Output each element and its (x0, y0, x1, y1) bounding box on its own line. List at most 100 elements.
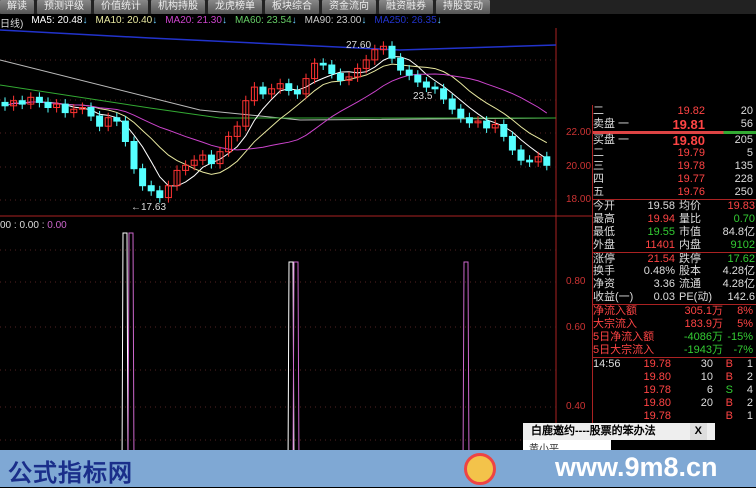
stat-row: 涨停 21.54 跌停 17.62 (593, 252, 756, 265)
candle-body (104, 117, 112, 127)
candle-body (35, 96, 43, 103)
candle-body (431, 86, 439, 90)
candle-body (543, 156, 551, 166)
flow-row: 大宗流入 183.9万 5% (593, 318, 753, 330)
candle-body (354, 67, 362, 78)
candle-body (500, 124, 508, 137)
tick-row: 19.78 6 S 4 (643, 384, 753, 396)
candle-body (293, 90, 301, 95)
candle-body (474, 120, 482, 124)
candle-body (242, 100, 250, 127)
candle-body (534, 156, 542, 163)
candle-body (397, 57, 405, 71)
candle-body (44, 101, 52, 109)
candle-body (422, 81, 430, 88)
candle-body (78, 107, 86, 110)
stat-row: 收益(一) 0.03 PE(动) 142.6 (593, 291, 755, 303)
candle-body (61, 103, 69, 114)
stat-row: 今开 19.58 均价 19.83 (593, 200, 755, 212)
toolbar-button[interactable]: 解读 (0, 0, 34, 14)
indicator-label: 00 : 0.00 : 0.00 (0, 220, 67, 231)
candle-body (207, 154, 215, 165)
candle-body (336, 73, 344, 81)
period-label: 日线) (0, 19, 24, 30)
toolbar: 解读 预测评级 价值统计 机构持股 龙虎榜单 板块综合 资金流向 融资融券 持股变动 (0, 0, 756, 14)
candle-body (457, 108, 465, 119)
ma60-line (0, 84, 556, 119)
close-button[interactable]: X (689, 423, 707, 440)
ma5-label: MA5: 20.48↓ (31, 15, 88, 26)
candle-body (465, 117, 473, 124)
candle-body (164, 185, 172, 199)
candle-body (96, 115, 104, 127)
stat-row: 最低 19.55 市值 84.8亿 (593, 226, 755, 238)
candle-body (53, 103, 61, 108)
ma10-line (4, 63, 548, 175)
toolbar-button[interactable]: 持股变动 (436, 0, 490, 14)
candle-body (448, 98, 456, 110)
tick-row: 19.78 B 1 (643, 410, 753, 422)
stat-row: 外盘 11401 内盘 9102 (593, 239, 755, 251)
candle-body (276, 83, 284, 90)
tick-row: 19.80 20 B 2 (643, 397, 753, 409)
ma60-label: MA60: 23.54↓ (234, 15, 297, 26)
banner-url: www.9m8.cn (555, 452, 718, 482)
popup-window[interactable]: 白鹿邀约----股票的笨办法 X (523, 423, 715, 440)
candle-body (371, 49, 379, 61)
toolbar-button[interactable]: 机构持股 (151, 0, 205, 14)
candle-body (483, 120, 491, 129)
candle-body (285, 83, 293, 91)
bid-ask-bar (593, 131, 756, 134)
ma-legend: 日线) MA5: 20.48↓ MA10: 20.40↓ MA20: 21.30… (0, 15, 442, 30)
tick-row: 19.80 10 B 2 (643, 371, 753, 383)
banner-left-text: 公式指标网 (8, 460, 133, 487)
stat-row: 换手 0.48% 股本 4.28亿 (593, 265, 755, 277)
toolbar-button[interactable]: 板块综合 (265, 0, 319, 14)
indicator-spike (462, 261, 470, 471)
candle-body (268, 88, 276, 95)
toolbar-button[interactable]: 龙虎榜单 (208, 0, 262, 14)
candle-body (147, 185, 155, 192)
order-book-row: 四 19.77 228 (593, 173, 753, 185)
candle-body (259, 86, 267, 95)
popup-title: 白鹿邀约----股票的笨办法 (531, 425, 656, 437)
order-book-row: 二 19.79 5 (593, 147, 753, 159)
candle-body (113, 117, 121, 122)
toolbar-button[interactable]: 预测评级 (37, 0, 91, 14)
flow-row: 5日净流入额 -4086万 -15% (593, 331, 753, 343)
indicator-spike (127, 232, 135, 471)
candle-body (362, 59, 370, 69)
toolbar-button[interactable]: 融资融券 (379, 0, 433, 14)
candle-body (10, 100, 18, 107)
candle-body (139, 168, 147, 187)
flow-row: 净流入额 305.1万 8% (593, 305, 753, 317)
candle-body (319, 62, 327, 66)
stat-row: 最高 19.94 量比 0.70 (593, 213, 755, 225)
candle-body (508, 135, 516, 151)
candle-body (1, 101, 9, 107)
indicator-spike (292, 261, 300, 471)
candle-body (233, 125, 241, 137)
candle-body (216, 151, 224, 165)
candle-body (405, 69, 413, 76)
candle-body (328, 64, 336, 74)
ma250-line (0, 29, 557, 51)
candle-body (345, 76, 353, 81)
candle-body (173, 169, 181, 187)
toolbar-button[interactable]: 价值统计 (94, 0, 148, 14)
ma250-label: MA250: 26.35↓ (374, 15, 442, 26)
candle-body (27, 96, 35, 105)
candle-body (302, 78, 310, 95)
order-book-row: 二 19.82 20 (593, 105, 753, 117)
ma10-label: MA10: 20.40↓ (95, 15, 158, 26)
candle-body (225, 135, 233, 153)
indicator-tick: 0.80 (566, 276, 586, 287)
candle-body (388, 45, 396, 59)
toolbar-button[interactable]: 资金流向 (322, 0, 376, 14)
watermark-banner: 公式指标网 www.9m8.cn (0, 450, 756, 487)
ma5-line (4, 55, 548, 187)
ma90-label: MA90: 23.00↓ (304, 15, 367, 26)
kline-chart[interactable] (0, 0, 592, 487)
popup-subtitle: 黄小平... (523, 440, 611, 455)
high-annotation: 27.60 (346, 40, 372, 51)
